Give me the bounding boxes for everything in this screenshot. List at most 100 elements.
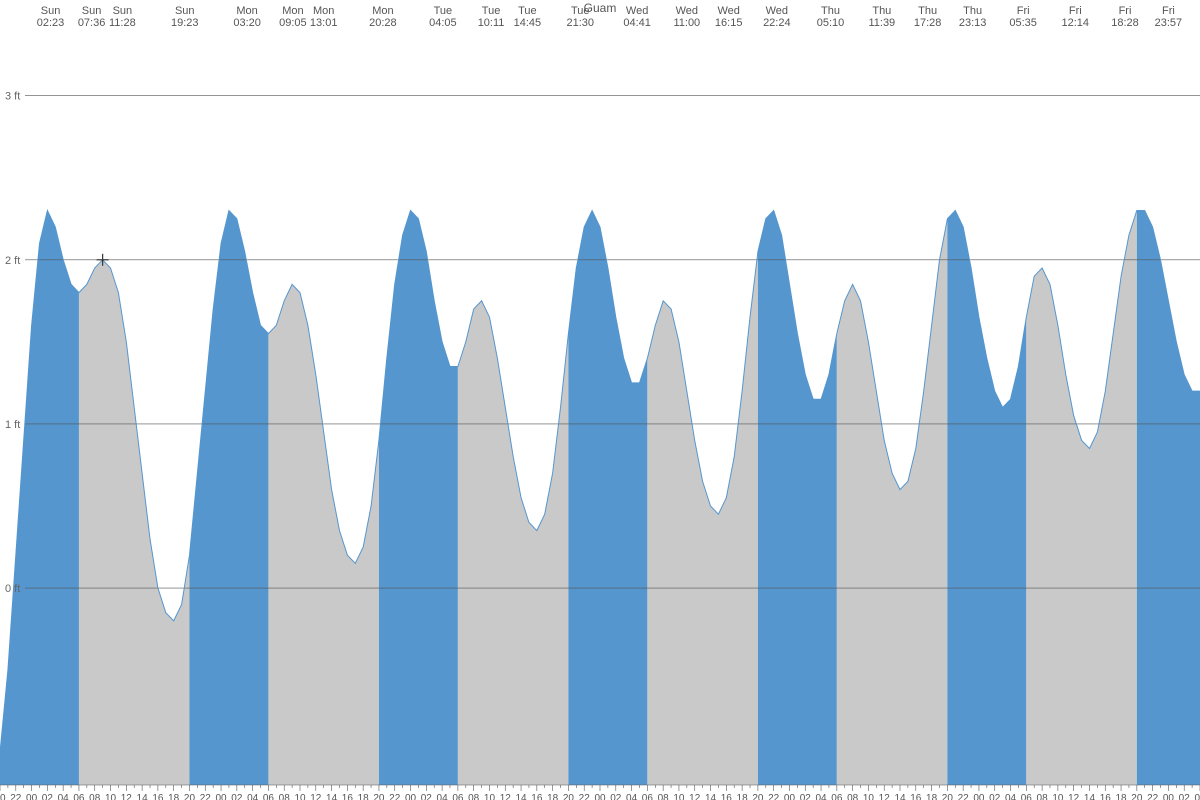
y-axis-label: 0 ft	[5, 583, 20, 595]
x-tick-label: 18	[1115, 793, 1127, 800]
x-tick-label: 12	[1068, 793, 1080, 800]
x-tick-label: 08	[847, 793, 859, 800]
x-tick-label: 16	[910, 793, 922, 800]
top-day-label: Sun	[175, 5, 195, 17]
x-tick-label: 16	[531, 793, 543, 800]
x-tick-label: 08	[1037, 793, 1049, 800]
x-tick-label: 22	[1147, 793, 1159, 800]
top-day-label: Thu	[821, 5, 840, 17]
x-tick-label: 02	[42, 793, 54, 800]
x-tick-label: 16	[1100, 793, 1112, 800]
x-tick-label: 20	[752, 793, 764, 800]
x-tick-label: 20	[563, 793, 575, 800]
x-tick-label: 10	[1052, 793, 1064, 800]
x-tick-label: 18	[358, 793, 370, 800]
x-tick-label: 12	[689, 793, 701, 800]
top-day-label: Thu	[872, 5, 891, 17]
x-tick-label: 12	[310, 793, 322, 800]
x-tick-label: 14	[1084, 793, 1096, 800]
x-tick-label: 16	[342, 793, 354, 800]
x-tick-label: 04	[58, 793, 70, 800]
x-tick-label: 20	[1131, 793, 1143, 800]
top-day-label: Wed	[676, 5, 698, 17]
x-tick-label: 16	[721, 793, 733, 800]
top-day-label: Mon	[313, 5, 334, 17]
x-tick-label: 22	[200, 793, 212, 800]
x-tick-label: 14	[326, 793, 338, 800]
x-tick-label: 14	[137, 793, 149, 800]
x-tick-label: 06	[452, 793, 464, 800]
top-time-label: 07:36	[78, 17, 106, 29]
top-time-label: 04:05	[429, 17, 457, 29]
top-day-label: Sun	[113, 5, 133, 17]
top-time-label: 05:35	[1009, 17, 1037, 29]
x-tick-label: 02	[1179, 793, 1191, 800]
x-tick-label: 08	[89, 793, 101, 800]
x-tick-label: 14	[894, 793, 906, 800]
x-tick-label: 10	[105, 793, 117, 800]
x-tick-label: 10	[484, 793, 496, 800]
y-axis-label: 3 ft	[5, 91, 20, 103]
x-tick-label: 08	[658, 793, 670, 800]
top-time-label: 02:23	[37, 17, 65, 29]
top-time-label: 23:57	[1155, 17, 1183, 29]
top-time-label: 04:41	[623, 17, 651, 29]
x-tick-label: 02	[610, 793, 622, 800]
x-tick-label: 00	[784, 793, 796, 800]
x-tick-label: 06	[642, 793, 654, 800]
top-day-label: Fri	[1017, 5, 1030, 17]
x-tick-label: 04	[626, 793, 638, 800]
x-tick-label: 04	[1005, 793, 1017, 800]
x-tick-label: 22	[389, 793, 401, 800]
top-day-label: Mon	[372, 5, 393, 17]
y-axis-label: 2 ft	[5, 255, 20, 267]
top-day-label: Thu	[918, 5, 937, 17]
x-tick-label: 12	[500, 793, 512, 800]
x-tick-label: 06	[263, 793, 275, 800]
top-day-label: Fri	[1119, 5, 1132, 17]
x-tick-label: 20	[942, 793, 954, 800]
top-day-label: Wed	[766, 5, 788, 17]
x-tick-label: 18	[737, 793, 749, 800]
x-tick-label: 16	[152, 793, 164, 800]
x-tick-label: 06	[73, 793, 85, 800]
x-tick-label: 04	[247, 793, 259, 800]
top-time-label: 22:24	[763, 17, 791, 29]
top-time-label: 13:01	[310, 17, 338, 29]
x-tick-label: 18	[168, 793, 180, 800]
top-time-label: 19:23	[171, 17, 199, 29]
x-tick-label: 00	[973, 793, 985, 800]
top-day-label: Tue	[482, 5, 501, 17]
x-tick-label: 00	[594, 793, 606, 800]
x-tick-label: 00	[26, 793, 38, 800]
x-tick-label: 22	[768, 793, 780, 800]
top-time-label: 11:28	[109, 17, 136, 29]
top-time-label: 20:28	[369, 17, 397, 29]
x-tick-label: 02	[989, 793, 1001, 800]
top-time-label: 21:30	[566, 17, 594, 29]
top-time-label: 16:15	[715, 17, 743, 29]
x-tick-label: 04	[815, 793, 827, 800]
top-time-label: 14:45	[514, 17, 542, 29]
x-tick-label: 00	[1163, 793, 1175, 800]
top-day-label: Mon	[236, 5, 257, 17]
x-tick-label: 10	[863, 793, 875, 800]
x-tick-label: 04	[1194, 793, 1200, 800]
top-time-label: 09:05	[279, 17, 307, 29]
x-tick-label: 18	[926, 793, 938, 800]
x-tick-label: 08	[279, 793, 291, 800]
x-tick-label: 12	[121, 793, 133, 800]
top-time-label: 18:28	[1111, 17, 1139, 29]
top-time-label: 23:13	[959, 17, 987, 29]
x-tick-label: 14	[705, 793, 717, 800]
x-tick-label: 22	[958, 793, 970, 800]
top-day-label: Tue	[434, 5, 453, 17]
x-tick-label: 02	[421, 793, 433, 800]
top-time-label: 03:20	[233, 17, 261, 29]
x-tick-label: 22	[579, 793, 591, 800]
x-tick-label: 06	[831, 793, 843, 800]
x-tick-label: 02	[800, 793, 812, 800]
x-tick-label: 04	[437, 793, 449, 800]
x-tick-label: 18	[547, 793, 559, 800]
top-day-label: Fri	[1162, 5, 1175, 17]
